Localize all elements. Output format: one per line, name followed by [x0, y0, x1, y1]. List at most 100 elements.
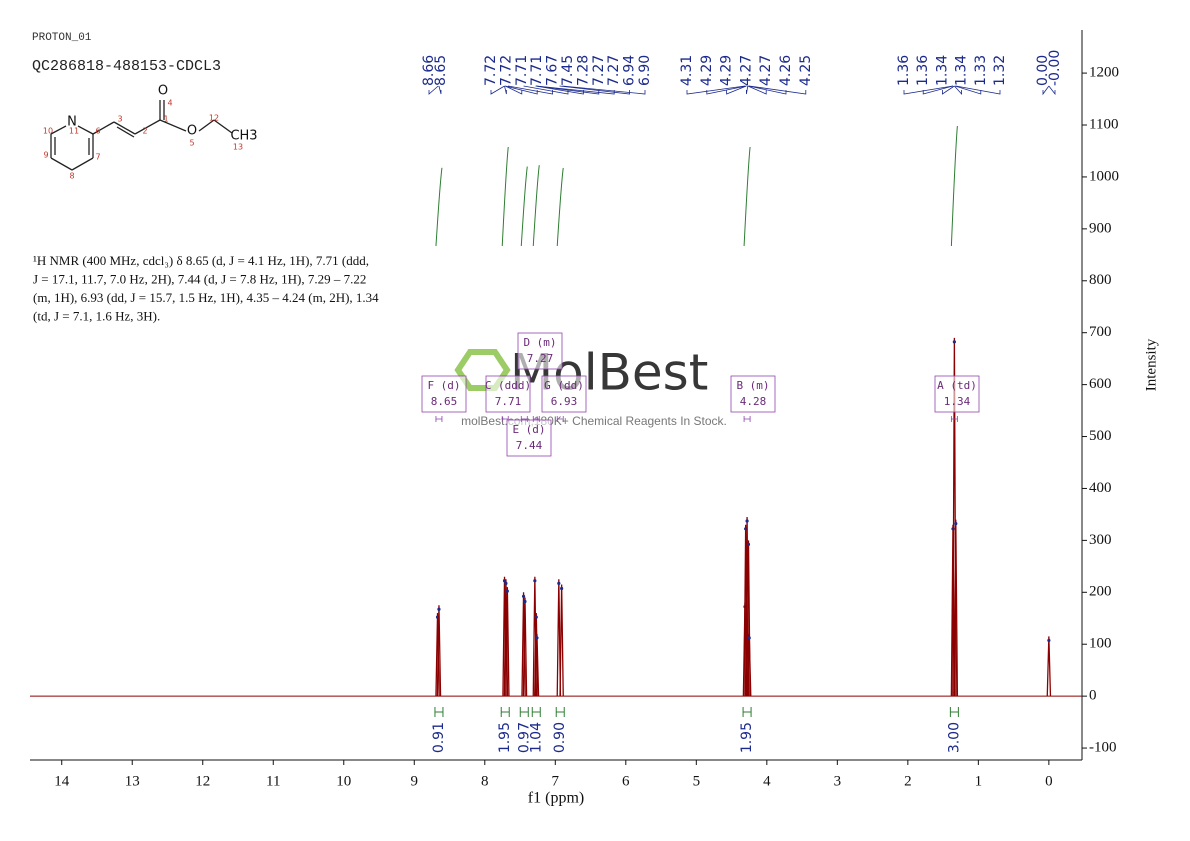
peak-label-leader — [686, 85, 746, 95]
peak-label: 4.25 — [798, 55, 814, 86]
atom-label: CH3 — [230, 129, 257, 144]
x-tick-label: 8 — [481, 773, 489, 789]
x-tick-label: 12 — [195, 773, 210, 789]
peak-label: 7.71 — [529, 55, 545, 86]
peak-label-leader — [505, 85, 523, 95]
y-tick-label: 200 — [1089, 584, 1112, 600]
atom-number: 10 — [43, 127, 53, 136]
peak-top — [504, 581, 508, 585]
peak — [522, 597, 528, 697]
structure-bonds — [50, 100, 233, 171]
peak-top — [747, 636, 751, 640]
peak-top — [505, 589, 509, 593]
peak-label: 4.27 — [738, 55, 754, 86]
multiplet-name: B (m) — [736, 379, 769, 392]
peak — [953, 519, 959, 697]
x-tick-label: 14 — [54, 773, 70, 789]
multiplet-box — [517, 332, 563, 370]
atom-number: 1 — [163, 115, 168, 124]
integral-bracket — [742, 707, 752, 717]
atom-number: 11 — [69, 127, 79, 136]
x-axis-label: f1 (ppm) — [528, 790, 584, 807]
peak-top — [535, 636, 539, 640]
y-tick-label: 800 — [1089, 272, 1112, 288]
peak-label-leader — [726, 85, 747, 95]
integral-bracket — [949, 707, 959, 717]
multiplet-box — [541, 375, 587, 413]
peak — [1046, 636, 1052, 697]
multiplet-shift: 1.34 — [944, 395, 971, 408]
integral-value: 1.04 — [528, 722, 544, 753]
peak-label-leader — [942, 85, 955, 95]
multiplet-shift: 7.44 — [516, 439, 543, 452]
integration-curve — [501, 146, 509, 247]
integral-bracket — [555, 707, 565, 717]
y-tick-label: 300 — [1089, 532, 1112, 548]
description-line: J = 17.1, 11.7, 7.0 Hz, 2H), 7.44 (d, J … — [33, 271, 366, 286]
peak-label: 7.71 — [514, 55, 530, 86]
peak-label-leader — [536, 85, 600, 95]
peak-label: 1.34 — [954, 55, 970, 86]
peak-label-leader — [562, 85, 646, 95]
peak — [503, 579, 509, 697]
atom-number: 8 — [69, 172, 74, 181]
y-tick-label: 700 — [1089, 324, 1112, 340]
integration-curve — [532, 165, 540, 247]
y-tick-label: 500 — [1089, 428, 1112, 444]
y-tick-label: 1100 — [1089, 116, 1118, 132]
peak-top — [954, 522, 958, 526]
peak — [505, 587, 510, 697]
multiplet-shift: 6.93 — [551, 395, 578, 408]
peak-label: 7.45 — [560, 55, 576, 86]
multiplet-range — [743, 416, 751, 422]
experiment: PROTON_01 — [32, 32, 92, 44]
atom-number: 13 — [233, 143, 243, 152]
y-tick-label: 900 — [1089, 220, 1112, 236]
peak-label: 1.32 — [992, 55, 1008, 86]
multiplet-range — [556, 416, 564, 422]
description-line: (td, J = 7.1, 1.6 Hz, 3H). — [33, 308, 160, 323]
peak — [559, 584, 564, 697]
peak-label: 1.33 — [973, 55, 989, 86]
description: ¹H NMR (400 MHz, cdcl₃) δ 8.65 (d, J = 4… — [33, 253, 379, 324]
peak-label-leader — [955, 85, 1001, 95]
peak-label-leader — [504, 85, 507, 95]
peak-label: 8.65 — [433, 55, 449, 86]
peak — [521, 592, 526, 697]
peak-label-leader — [535, 85, 584, 95]
peak — [556, 579, 562, 697]
peak-label: 6.94 — [622, 55, 638, 86]
peak-label: 7.72 — [483, 55, 499, 86]
x-tick-label: 3 — [834, 773, 842, 789]
integral-value: 1.95 — [739, 722, 755, 753]
peak — [435, 613, 440, 697]
peak-label-leader — [747, 85, 767, 95]
atom-label: N — [67, 115, 77, 130]
peak-label: 4.26 — [778, 55, 794, 86]
atom-number: 6 — [95, 127, 100, 136]
multiplet-box — [934, 375, 980, 413]
peak-label: 7.27 — [591, 55, 607, 86]
peak-label-leader — [954, 85, 962, 96]
x-tick-label: 9 — [411, 773, 419, 789]
y-tick-label: 400 — [1089, 480, 1112, 496]
integration-curve — [520, 166, 528, 247]
integral-value: 1.95 — [497, 722, 513, 753]
integration-curve — [743, 146, 751, 247]
atom-label: O — [187, 124, 197, 139]
atom-number: 7 — [95, 153, 100, 162]
peak — [534, 633, 540, 697]
x-tick-label: 6 — [622, 773, 630, 789]
peak — [743, 524, 748, 697]
peak-label-leader — [746, 85, 749, 95]
peak-label: 0.00 — [1035, 55, 1051, 86]
atom-label: O — [158, 84, 168, 99]
integral-value: 0.97 — [516, 722, 532, 753]
peak-label: 1.36 — [896, 55, 912, 86]
integral-value: 0.90 — [552, 722, 568, 753]
peak-label-leader — [559, 85, 630, 95]
atom-number: 3 — [117, 115, 122, 124]
multiplet-shift: 7.71 — [495, 395, 522, 408]
peak-label: 4.27 — [758, 55, 774, 86]
